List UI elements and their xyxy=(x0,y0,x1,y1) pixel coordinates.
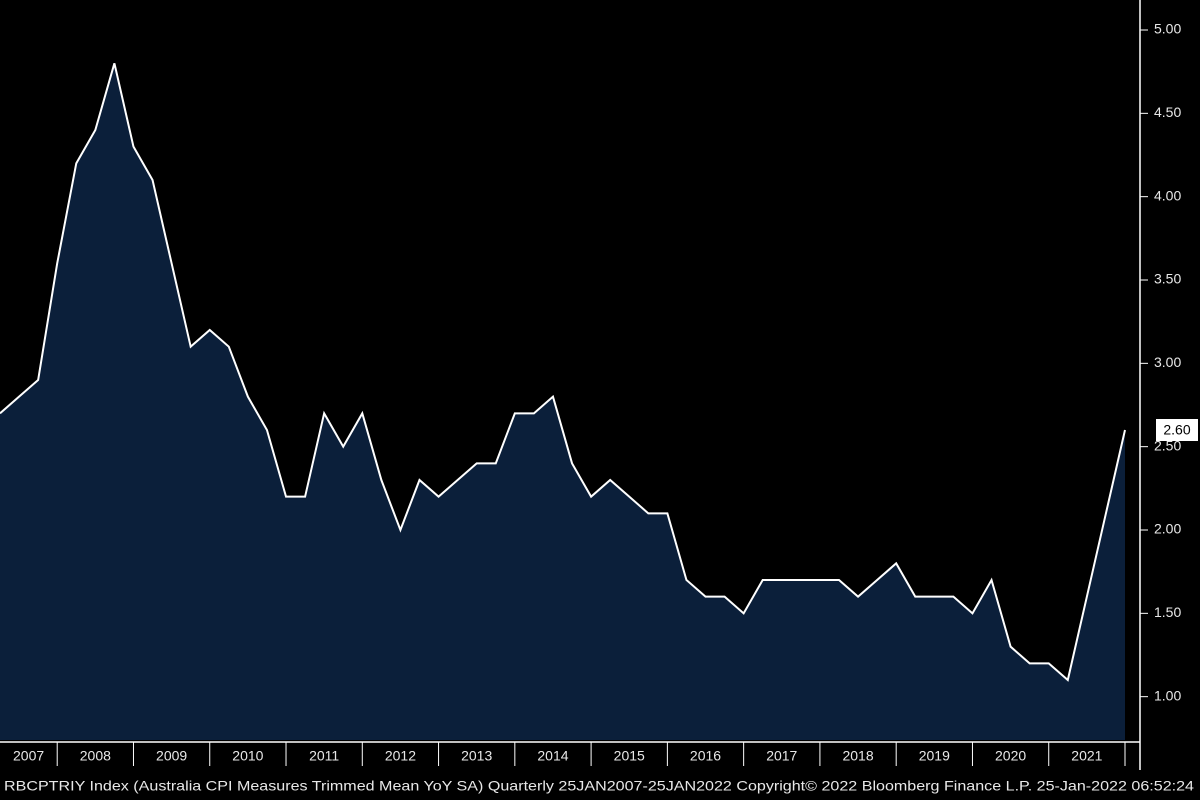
x-tick-label: 2016 xyxy=(690,748,721,764)
y-tick-label: 5.00 xyxy=(1154,21,1181,37)
x-tick-label: 2008 xyxy=(80,748,111,764)
x-tick-label: 2014 xyxy=(537,748,568,764)
footer: RBCPTRIY Index (Australia CPI Measures T… xyxy=(4,778,1194,794)
y-tick-label: 2.50 xyxy=(1154,437,1181,453)
y-tick-label: 3.50 xyxy=(1154,271,1181,287)
y-tick-label: 4.50 xyxy=(1154,104,1181,120)
y-tick-label: 3.00 xyxy=(1154,354,1181,370)
area-fill xyxy=(0,63,1125,741)
x-tick-label: 2010 xyxy=(232,748,263,764)
x-tick-label: 2009 xyxy=(156,748,187,764)
x-tick-label: 2020 xyxy=(995,748,1026,764)
x-tick-label: 2007 xyxy=(13,748,44,764)
area-line xyxy=(0,63,1126,682)
y-tick-label: 1.50 xyxy=(1154,604,1181,620)
x-tick-label: 2017 xyxy=(766,748,797,764)
x-tick-label: 2015 xyxy=(614,748,645,764)
last-value-box xyxy=(1156,419,1198,441)
y-tick-label: 1.00 xyxy=(1154,687,1181,703)
last-value-label: 2.60 xyxy=(1163,422,1190,438)
y-tick-label: 4.00 xyxy=(1154,187,1181,203)
x-tick-label: 2013 xyxy=(461,748,492,764)
x-tick-label: 2012 xyxy=(385,748,416,764)
x-tick-label: 2018 xyxy=(842,748,873,764)
x-tick-label: 2019 xyxy=(919,748,950,764)
x-tick-label: 2011 xyxy=(309,748,339,764)
x-tick-label: 2021 xyxy=(1071,748,1102,764)
y-tick-label: 2.00 xyxy=(1154,521,1181,537)
